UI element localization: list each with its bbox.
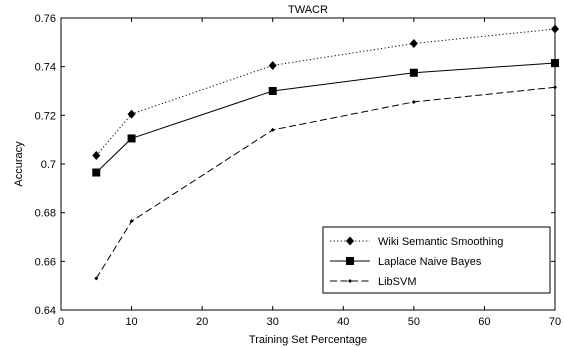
data-point: [409, 68, 418, 77]
data-point: [411, 99, 416, 104]
legend-marker: [346, 236, 354, 246]
series-line: [95, 28, 556, 156]
data-point: [129, 219, 134, 224]
y-tick-label: 0.68: [35, 208, 56, 220]
data-point: [92, 150, 101, 160]
series-layer: [92, 24, 559, 281]
y-tick-label: 0.74: [35, 62, 56, 74]
x-tick-label: 10: [125, 316, 137, 328]
data-point: [127, 109, 136, 119]
data-point: [553, 85, 557, 90]
data-point: [127, 134, 136, 143]
legend-marker: [348, 279, 352, 283]
data-point: [92, 168, 101, 177]
x-tick-label: 60: [478, 316, 490, 328]
x-tick-label: 20: [196, 316, 208, 328]
data-point: [551, 24, 559, 34]
y-tick-label: 0.76: [35, 13, 56, 25]
legend: Wiki Semantic Smoothing Laplace Naive Bay…: [322, 226, 551, 294]
x-tick-label: 40: [337, 316, 349, 328]
y-tick-label: 0.72: [35, 110, 56, 122]
chart-title: TWACR: [288, 4, 328, 16]
legend-marker: [346, 257, 354, 265]
x-tick-label: 0: [58, 316, 64, 328]
legend-label: Wiki Semantic Smoothing: [378, 236, 503, 248]
data-point: [94, 276, 99, 281]
legend-label: LibSVM: [378, 276, 417, 288]
data-point: [409, 39, 418, 49]
x-tick-label: 70: [549, 316, 561, 328]
legend-label: Laplace Naive Bayes: [378, 256, 482, 268]
series-2: [94, 85, 557, 281]
x-axis-label: Training Set Percentage: [249, 334, 367, 346]
data-point: [551, 59, 559, 68]
x-tick-label: 50: [408, 316, 420, 328]
axes: 0 10 20 30 40 50 60 70 0.64 0.66 0.68 0.7 0.72 0.74 0.…: [35, 13, 562, 328]
data-point: [268, 60, 277, 70]
y-tick-label: 0.7: [41, 159, 56, 171]
data-point: [268, 87, 277, 95]
data-point: [270, 127, 275, 132]
y-tick-label: 0.64: [35, 305, 56, 317]
series-1: [92, 59, 559, 177]
x-tick-label: 30: [267, 316, 279, 328]
y-axis-label: Accuracy: [13, 141, 25, 187]
legend-box: [322, 226, 551, 294]
y-tick-label: 0.66: [35, 256, 56, 268]
series-0: [92, 24, 559, 160]
